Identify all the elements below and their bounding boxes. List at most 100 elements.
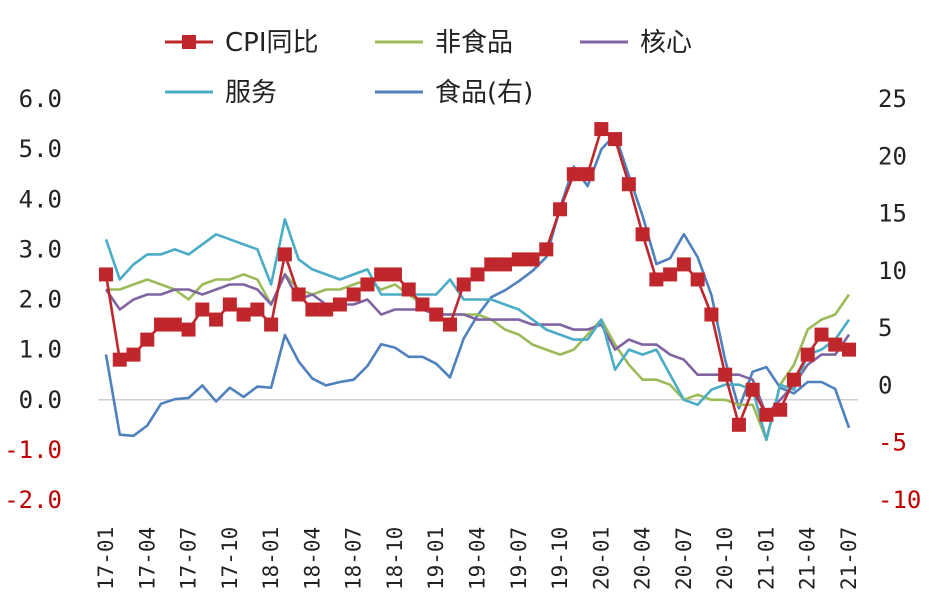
cpi-point — [745, 382, 760, 397]
cpi-point — [566, 167, 581, 182]
x-tick-label: 20-01 — [589, 527, 613, 590]
cpi-point — [470, 267, 485, 282]
cpi-point — [319, 302, 334, 317]
cpi-point — [429, 307, 444, 322]
cpi-point — [580, 167, 595, 182]
left-tick-label: 6.0 — [19, 85, 62, 113]
cpi-point — [222, 297, 237, 312]
cpi-point — [553, 202, 568, 217]
cpi-point — [415, 297, 430, 312]
cpi-point — [484, 257, 499, 272]
legend-label: CPI同比 — [225, 28, 319, 58]
cpi-point — [649, 272, 664, 287]
cpi-point — [401, 282, 416, 297]
cpi-point — [842, 342, 856, 357]
cpi-point — [250, 302, 265, 317]
cpi-point — [346, 287, 361, 302]
x-tick-label: 18-07 — [342, 527, 366, 590]
cpi-point — [154, 317, 169, 332]
x-tick-label: 21-01 — [754, 527, 778, 590]
x-tick-label: 20-07 — [672, 527, 696, 590]
cpi-point — [99, 267, 113, 282]
cpi-point — [264, 317, 279, 332]
series-line-3 — [104, 218, 851, 442]
cpi-point — [731, 417, 746, 432]
cpi-point — [332, 297, 347, 312]
legend-label: 服务 — [225, 78, 277, 108]
cpi-point — [112, 352, 127, 367]
cpi-point — [360, 277, 375, 292]
cpi-point — [511, 252, 526, 267]
series-layer — [99, 122, 856, 442]
left-tick-label: -1.0 — [4, 436, 62, 464]
x-tick-label: 18-10 — [383, 527, 407, 590]
series-line-1 — [106, 273, 851, 442]
cpi-point — [442, 317, 457, 332]
x-tick-label: 21-04 — [796, 527, 820, 590]
cpi-point — [167, 317, 182, 332]
x-axis: 17-01 17-04 17-07 17-10 18-01 18-04 18-07 18-10… — [94, 527, 861, 590]
cpi-point — [759, 407, 774, 422]
cpi-point — [663, 267, 678, 282]
x-tick-label: 18-04 — [300, 527, 324, 590]
cpi-point — [140, 332, 155, 347]
cpi-point — [786, 372, 801, 387]
right-y-axis: 25 20 15 10 5 0 -5 -10 — [878, 85, 921, 514]
legend-marker — [182, 35, 196, 49]
cpi-point — [676, 257, 691, 272]
series-line-4 — [104, 133, 851, 438]
cpi-point — [828, 337, 843, 352]
cpi-point — [291, 287, 306, 302]
right-tick-label: 0 — [878, 371, 892, 399]
cpi-point — [498, 257, 513, 272]
x-tick-label: 21-07 — [837, 527, 861, 590]
right-tick-label: 5 — [878, 314, 892, 342]
cpi-point — [387, 267, 402, 282]
x-tick-label: 20-04 — [631, 527, 655, 590]
cpi-point — [209, 312, 224, 327]
x-tick-label: 17-10 — [218, 527, 242, 590]
cpi-point — [621, 177, 636, 192]
left-tick-label: 4.0 — [19, 185, 62, 213]
cpi-point — [635, 227, 650, 242]
left-tick-label: 3.0 — [19, 235, 62, 263]
x-tick-label: 19-10 — [548, 527, 572, 590]
legend-label: 核心 — [640, 28, 692, 58]
cpi-point — [236, 307, 251, 322]
x-tick-label: 18-01 — [259, 527, 283, 590]
cpi-point — [800, 347, 815, 362]
right-tick-label: 20 — [878, 142, 907, 170]
x-tick-label: 19-01 — [424, 527, 448, 590]
right-tick-label: 15 — [878, 200, 907, 228]
x-tick-label: 17-04 — [135, 527, 159, 590]
left-tick-label: 5.0 — [19, 135, 62, 163]
legend-label: 非食品 — [435, 28, 513, 58]
cpi-point — [773, 402, 788, 417]
x-tick-label: 17-01 — [94, 527, 118, 590]
cpi-point — [690, 272, 705, 287]
cpi-point — [456, 277, 471, 292]
left-tick-label: -2.0 — [4, 486, 62, 514]
cpi-point — [539, 242, 554, 257]
x-tick-label: 19-04 — [466, 527, 490, 590]
right-tick-label: 10 — [878, 257, 907, 285]
x-tick-label: 17-07 — [177, 527, 201, 590]
cpi-point — [195, 302, 210, 317]
cpi-point — [608, 132, 623, 147]
x-tick-label: 19-07 — [507, 527, 531, 590]
cpi-point — [277, 247, 292, 262]
cpi-point — [718, 367, 733, 382]
left-y-axis: 6.0 5.0 4.0 3.0 2.0 1.0 0.0 -1.0 -2.0 — [4, 85, 62, 514]
legend-label: 食品(右) — [435, 78, 533, 108]
right-tick-label: 25 — [878, 85, 907, 113]
cpi-point — [704, 307, 719, 322]
cpi-point — [126, 347, 141, 362]
cpi-point — [525, 252, 540, 267]
cpi-point — [814, 327, 829, 342]
cpi-point — [594, 122, 609, 137]
cpi-point — [305, 302, 320, 317]
right-tick-label: -5 — [878, 429, 907, 457]
right-tick-label: -10 — [878, 486, 921, 514]
